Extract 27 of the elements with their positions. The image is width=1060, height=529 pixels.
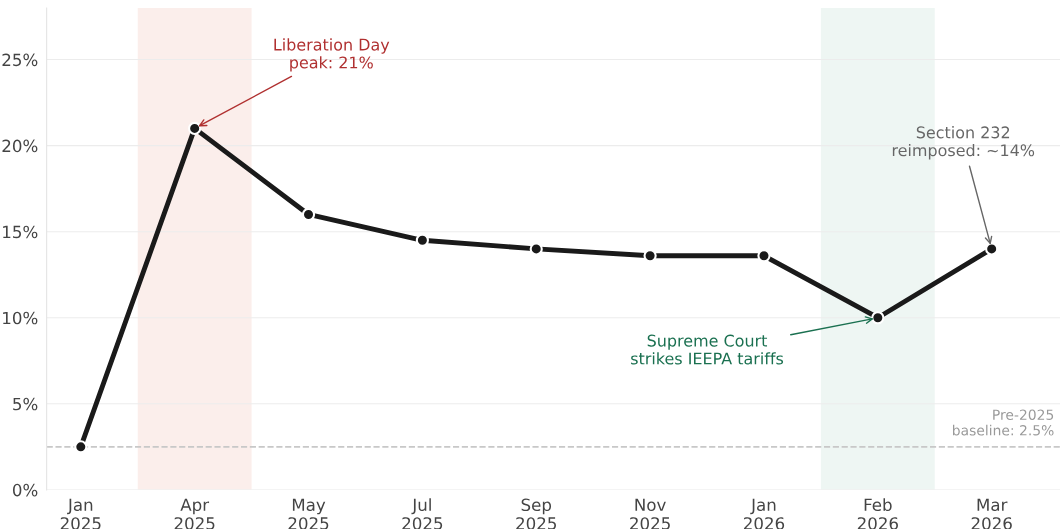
x-tick-label: Jan 2025 [60,498,101,529]
x-tick-label: Feb 2026 [857,498,898,529]
x-tick-label: May 2025 [288,498,329,529]
y-tick-label: 25% [2,53,38,67]
x-tick-label: Mar 2026 [971,498,1012,529]
y-tick-label: 20% [2,139,38,153]
y-tick-label: 5% [13,397,38,411]
point [415,233,429,247]
x-tick-label: Sep 2025 [516,498,556,529]
x-tick-label: Jan 2026 [743,498,785,529]
annotation: Supreme Court strikes IEEPA tariffs [631,334,784,365]
point [529,242,543,256]
point [188,121,202,136]
annotation: Liberation Day peak: 21% [274,38,390,72]
ref-line-label: Pre-2025 baseline: 2.5% [953,409,1054,436]
x-tick-label: Nov 2025 [630,498,670,529]
point [74,440,88,454]
y-tick-label: 10% [3,311,38,325]
y-tick-label: 15% [3,225,38,239]
point [757,249,771,263]
point [985,242,999,256]
x-tick-label: Apr 2025 [174,498,215,529]
point [643,249,657,263]
annotation: Section 232 reimposed: ~14% [892,126,1035,160]
y-tick-label: 0% [12,483,38,497]
x-tick-label: Jul 2025 [402,498,443,529]
point [871,311,885,325]
